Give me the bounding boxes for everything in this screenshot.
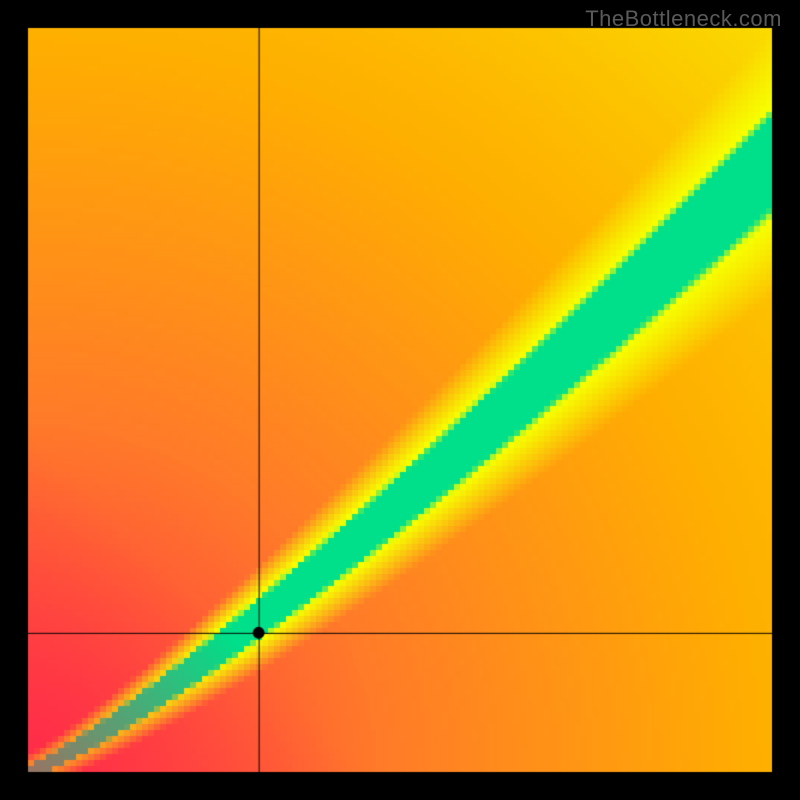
heatmap-canvas [0, 0, 800, 800]
watermark-text: TheBottleneck.com [585, 6, 782, 32]
chart-container: TheBottleneck.com [0, 0, 800, 800]
